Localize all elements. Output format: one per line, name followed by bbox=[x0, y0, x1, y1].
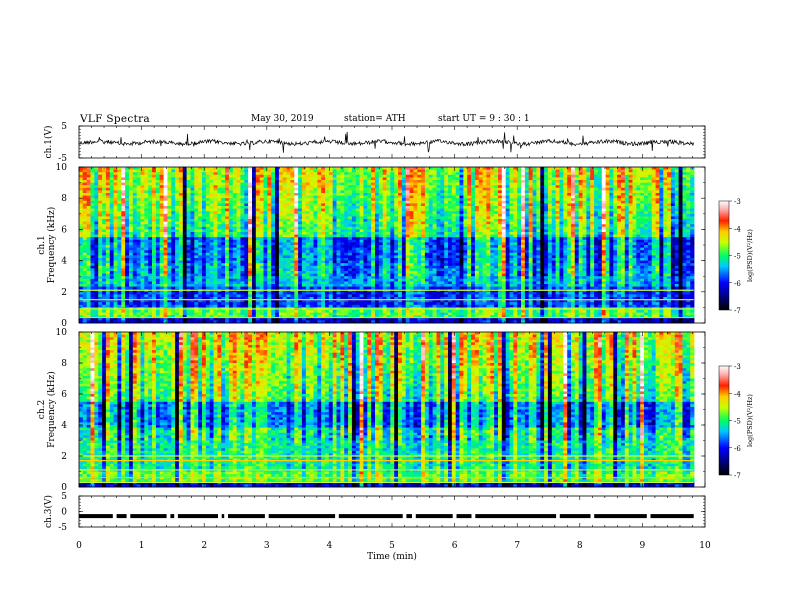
xtick-label: 9 bbox=[640, 541, 646, 551]
panel-3-ytick-label: 8 bbox=[61, 359, 67, 369]
panel-2-ytick-label: 4 bbox=[61, 257, 67, 267]
panel-3-ytick-label: 0 bbox=[61, 483, 67, 493]
xtick-label: 0 bbox=[76, 541, 82, 551]
colorbar-1-tick-label: -5 bbox=[734, 253, 741, 261]
ch3-signal-segment bbox=[650, 514, 694, 519]
ch3-signal-segment bbox=[338, 514, 403, 519]
xtick-label: 1 bbox=[139, 541, 145, 551]
panel-2-ytick-label: 6 bbox=[61, 225, 67, 235]
ch3-signal-segment bbox=[559, 514, 591, 519]
panel-3-ytick-label: 4 bbox=[61, 421, 67, 431]
xtick-label: 10 bbox=[699, 541, 711, 551]
ch3-signal-segment bbox=[594, 514, 647, 519]
xtick-label: 4 bbox=[327, 541, 333, 551]
ch3-signal-segment bbox=[406, 514, 412, 519]
colorbar-1-tick-label: -6 bbox=[734, 280, 741, 288]
x-axis-label: Time (min) bbox=[367, 551, 417, 562]
xtick-label: 6 bbox=[452, 541, 458, 551]
xtick-label: 3 bbox=[264, 541, 270, 551]
colorbar-1-tick-label: -7 bbox=[734, 307, 741, 315]
station-label: station= ATH bbox=[344, 114, 406, 124]
panel-2-ylabel: Frequency (kHz) bbox=[46, 207, 57, 284]
colorbar-2 bbox=[718, 365, 730, 476]
start-time-label: start UT = 9 : 30 : 1 bbox=[438, 114, 530, 124]
panel-3-ylabel: ch.2 bbox=[37, 400, 47, 419]
panel-2-ytick-label: 2 bbox=[61, 288, 67, 298]
ch3-signal-segment bbox=[475, 514, 557, 519]
ch3-signal-segment bbox=[456, 514, 472, 519]
panel-4-ytick-label: 0 bbox=[61, 508, 67, 518]
colorbar-2-tick-label: -7 bbox=[734, 472, 741, 480]
figure-title: VLF Spectra bbox=[80, 113, 150, 125]
panel-4-ytick-label: -5 bbox=[58, 523, 67, 533]
panel-3-ytick-label: 10 bbox=[56, 328, 68, 338]
panel-2-ytick-label: 8 bbox=[61, 194, 67, 204]
panel-2-ytick-label: 10 bbox=[56, 163, 68, 173]
colorbar-2-tick-label: -3 bbox=[734, 363, 741, 371]
ch3-signal-segment bbox=[268, 514, 336, 519]
panel-1-ytick-label: -5 bbox=[58, 154, 67, 164]
panel-2-ylabel: ch.1 bbox=[37, 235, 47, 254]
colorbar-2-tick-label: -4 bbox=[734, 390, 741, 398]
colorbar-2-label: log(PSD)(V²/Hz) bbox=[746, 394, 754, 447]
ch3-signal-segment bbox=[221, 514, 225, 519]
panel-3-ytick-label: 2 bbox=[61, 452, 67, 462]
ch3-signal-segment bbox=[79, 514, 113, 519]
spectrogram-1-cells bbox=[79, 167, 695, 324]
colorbar-1-tick-label: -4 bbox=[734, 225, 741, 233]
panel-2-ytick-label: 0 bbox=[61, 319, 67, 329]
panel-1-ytick-label: 5 bbox=[61, 122, 67, 132]
ch3-signal-segment bbox=[116, 514, 127, 519]
colorbar-2-tick-label: -5 bbox=[734, 418, 741, 426]
xtick-label: 8 bbox=[577, 541, 583, 551]
date-label: May 30, 2019 bbox=[251, 114, 314, 124]
spectrogram-2-cells bbox=[79, 332, 695, 488]
ch3-signal-segment bbox=[415, 514, 453, 519]
colorbar-1-label: log(PSD)(V²/Hz) bbox=[746, 229, 754, 282]
colorbar-2-tick-label: -6 bbox=[734, 445, 741, 453]
ch1-waveform-line bbox=[78, 131, 694, 153]
ch3-signal-segment bbox=[177, 514, 218, 519]
panel-4-ylabel: ch.3(V) bbox=[43, 495, 54, 528]
xtick-label: 5 bbox=[389, 541, 395, 551]
ch3-signal-segment bbox=[170, 514, 175, 519]
colorbar-1-tick-label: -3 bbox=[734, 198, 741, 206]
panel-1-ylabel: ch.1(V) bbox=[43, 126, 54, 159]
ch3-signal-segment bbox=[228, 514, 265, 519]
xtick-label: 2 bbox=[201, 541, 207, 551]
colorbar-1 bbox=[718, 200, 730, 311]
panel-4-ytick-label: 5 bbox=[61, 492, 67, 502]
panel-3-ytick-label: 6 bbox=[61, 390, 67, 400]
ch3-signal-segment bbox=[130, 514, 167, 519]
panel-4-frame bbox=[78, 495, 706, 528]
panel-3-ylabel: Frequency (kHz) bbox=[46, 371, 57, 448]
xtick-label: 7 bbox=[514, 541, 520, 551]
